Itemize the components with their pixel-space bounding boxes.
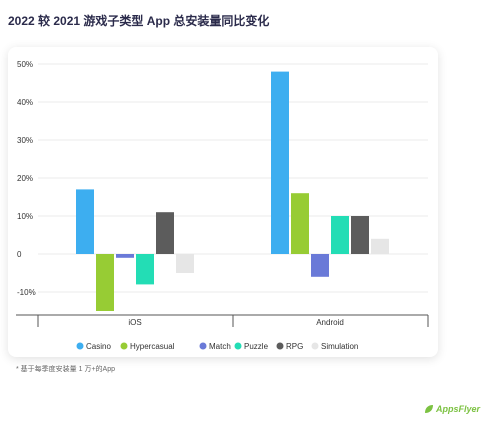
y-tick-label: 0 xyxy=(17,250,22,259)
y-tick-label: 50% xyxy=(17,60,33,69)
bar xyxy=(271,71,289,254)
bar xyxy=(351,216,369,254)
legend-label: Casino xyxy=(86,342,111,351)
y-tick-label: 30% xyxy=(17,136,33,145)
bar xyxy=(116,254,134,258)
y-tick-label: -10% xyxy=(17,288,36,297)
legend-marker xyxy=(120,342,128,350)
brand-name: AppsFlyer xyxy=(436,404,481,414)
legend-marker xyxy=(234,342,242,350)
bar xyxy=(291,193,309,254)
legend-marker xyxy=(199,342,207,350)
leaf-icon xyxy=(425,405,433,413)
legend-label: Puzzle xyxy=(244,342,269,351)
legend-label: RPG xyxy=(286,342,303,351)
bar xyxy=(156,212,174,254)
x-tick-label: iOS xyxy=(128,318,141,327)
footnote: * 基于每季度安装量 1 万+的App xyxy=(16,366,115,373)
bar-chart: 50% 40% 30% 20% 10% 0 -10% iOS Android Casino Hype… xyxy=(16,60,429,351)
legend-label: Hypercasual xyxy=(130,342,175,351)
bar xyxy=(96,254,114,311)
bar xyxy=(176,254,194,273)
chart-card: 50% 40% 30% 20% 10% 0 -10% iOS Android Casino Hype… xyxy=(8,47,438,357)
legend-marker xyxy=(76,342,84,350)
legend-marker xyxy=(276,342,284,350)
legend-label: Simulation xyxy=(321,342,358,351)
y-tick-label: 40% xyxy=(17,98,33,107)
bar xyxy=(76,189,94,254)
chart-title: 2022 较 2021 游戏子类型 App 总安装量同比变化 xyxy=(8,14,270,28)
x-tick-label: Android xyxy=(316,318,344,327)
y-tick-label: 20% xyxy=(17,174,33,183)
bar xyxy=(136,254,154,285)
bar xyxy=(371,238,389,254)
brand-logo: AppsFlyer xyxy=(424,404,480,414)
legend-marker xyxy=(311,342,319,350)
bar xyxy=(331,216,349,254)
bar xyxy=(311,254,329,277)
legend-label: Match xyxy=(209,342,231,351)
y-tick-label: 10% xyxy=(17,212,33,221)
